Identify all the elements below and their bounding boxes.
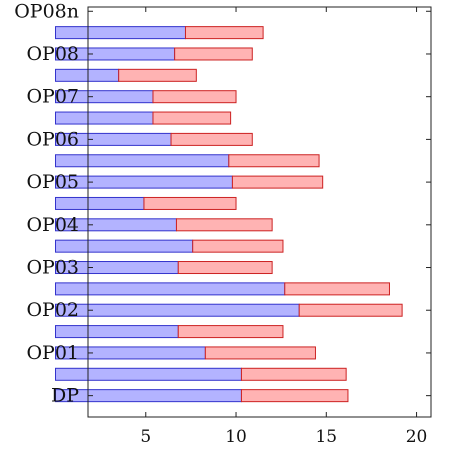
bar-segment-2-row-16: [118, 68, 197, 82]
plot-frame: [87, 6, 432, 418]
bar-segment-1-row-10: [55, 196, 145, 210]
y-tick-label: OP04: [26, 214, 79, 236]
bar-segment-1-row-2: [55, 367, 242, 381]
tick-labels-layer: 5 10 15 20 DP OP01 OP02 OP03 OP04 OP05 OP06 OP07 OP0…: [14, 0, 427, 447]
bar-segment-1-row-14: [55, 111, 154, 125]
bar-segment-2-row-8: [192, 239, 284, 253]
y-tick-label: OP07: [26, 86, 79, 108]
y-tick-label: OP01: [26, 342, 79, 364]
bar-segment-2-row-10: [143, 196, 237, 210]
bar-segment-2-row-18: [184, 26, 264, 40]
x-tick-label: 5: [140, 427, 151, 447]
y-tick-label: OP08n: [14, 0, 79, 22]
bar-segment-1-row-18: [55, 26, 186, 40]
y-tick-label: OP08: [26, 43, 79, 65]
y-tick-label: OP02: [26, 299, 79, 321]
ticks-layer: [88, 7, 431, 417]
bar-segment-2-row-12: [228, 154, 320, 168]
bar-segment-2-row-13: [170, 132, 253, 146]
y-tick-label: OP06: [26, 128, 79, 150]
y-tick-label: DP: [51, 385, 79, 407]
y-tick-label: OP05: [26, 171, 79, 193]
bar-segment-1-row-11: [55, 175, 233, 189]
bar-segment-2-row-15: [152, 90, 237, 104]
bar-segment-2-row-7: [177, 261, 273, 275]
bar-segment-2-row-5: [298, 303, 403, 317]
bar-segment-2-row-17: [174, 47, 253, 61]
x-tick-label: 10: [225, 427, 247, 447]
bar-segment-1-row-12: [55, 154, 230, 168]
bar-segment-1-row-6: [55, 282, 286, 296]
bar-segment-2-row-9: [175, 218, 273, 232]
bar-segment-1-row-16: [55, 68, 120, 82]
bar-segment-2-row-3: [204, 346, 316, 360]
bar-segment-1-row-4: [55, 325, 179, 339]
bars-layer: [55, 26, 403, 403]
bar-segment-2-row-11: [231, 175, 324, 189]
bar-segment-2-row-1: [240, 389, 349, 403]
y-tick-label: OP03: [26, 257, 79, 279]
bar-segment-2-row-4: [177, 325, 284, 339]
x-tick-label: 20: [406, 427, 428, 447]
bar-segment-1-row-1: [55, 389, 242, 403]
bar-segment-1-row-8: [55, 239, 194, 253]
bar-segment-2-row-2: [240, 367, 347, 381]
bar-segment-2-row-6: [284, 282, 390, 296]
x-tick-label: 15: [315, 427, 337, 447]
bar-segment-2-row-14: [152, 111, 232, 125]
